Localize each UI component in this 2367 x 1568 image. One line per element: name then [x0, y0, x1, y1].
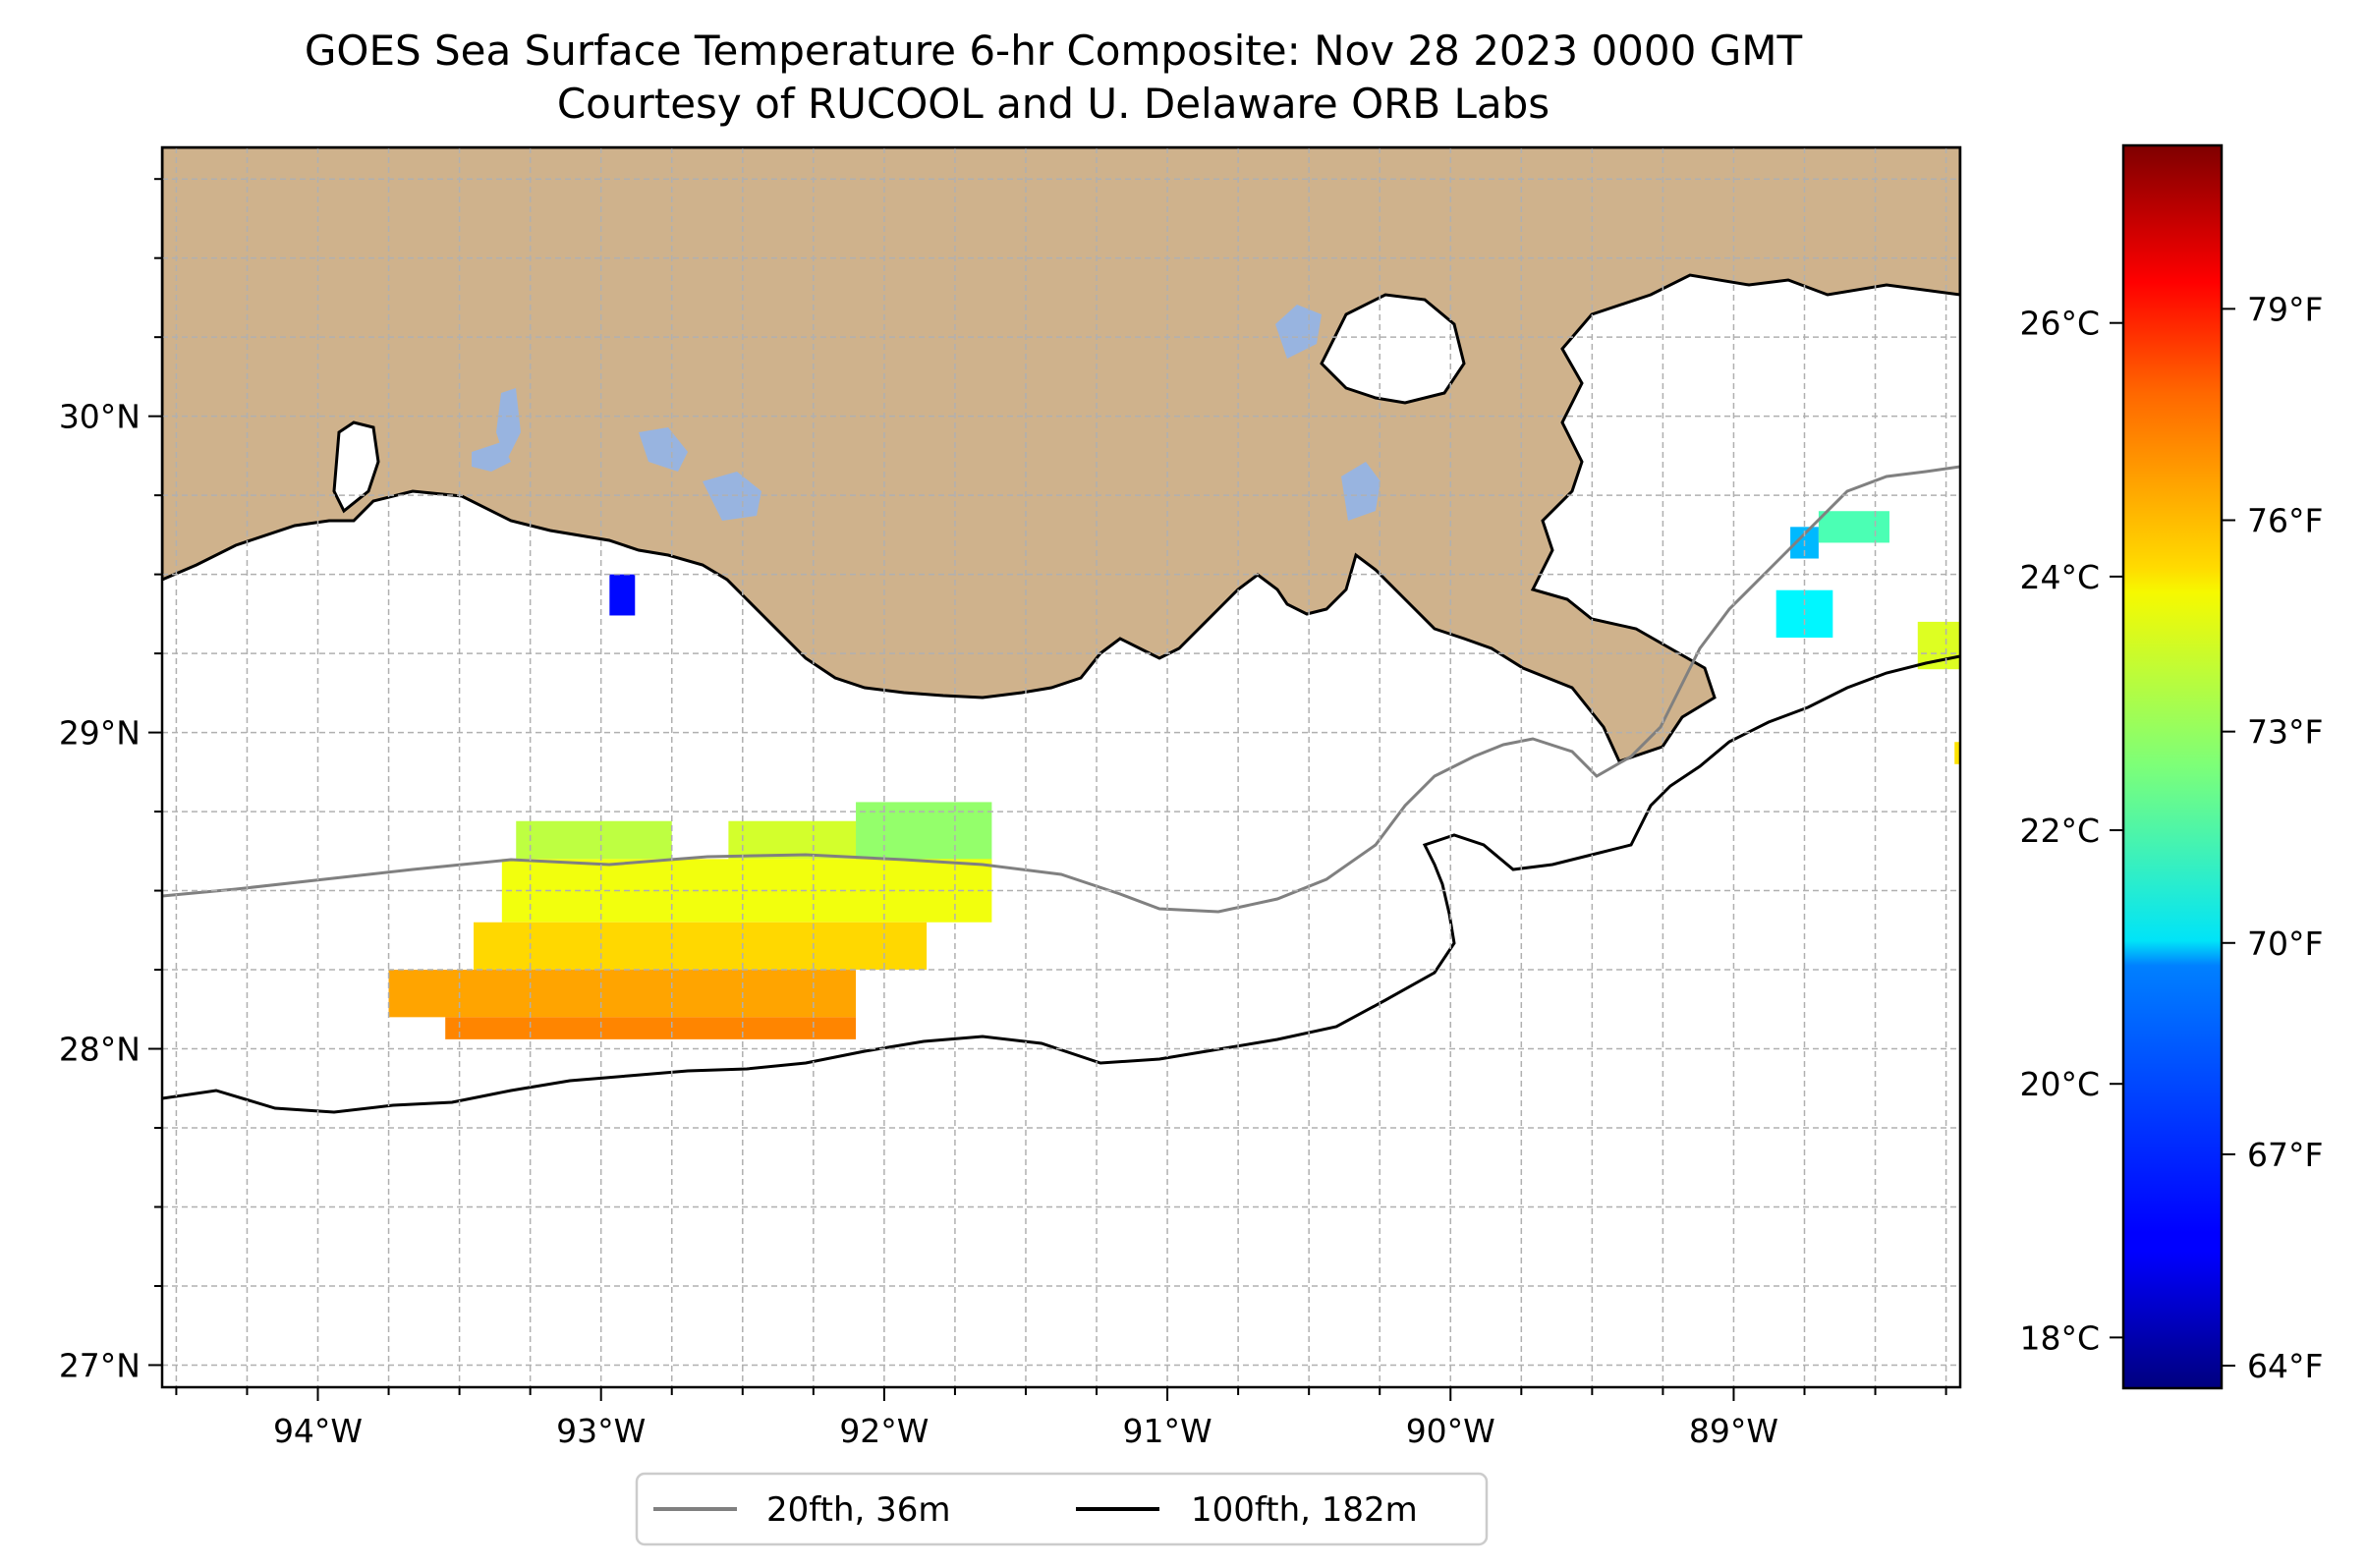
grid [162, 147, 1960, 1387]
lon-tick-label: 94°W [273, 1412, 363, 1450]
colorbar-gradient [2121, 143, 2224, 1390]
lat-tick-label: 29°N [59, 714, 141, 753]
colorbar-celsius-label: 24°C [2019, 558, 2100, 596]
legend-box [635, 1472, 1489, 1546]
land-mass [162, 147, 1960, 763]
legend-label-100fth: 100fth, 182m [1191, 1490, 1418, 1530]
colorbar-fahrenheit-label: 64°F [2247, 1347, 2323, 1385]
sst-patch-7 [445, 1017, 857, 1039]
lake-sabine [332, 420, 380, 514]
colorbar-celsius-label: 20°C [2019, 1065, 2100, 1103]
colorbar-fahrenheit-label: 76°F [2247, 502, 2323, 540]
lat-tick-label: 27°N [59, 1346, 141, 1384]
lat-axis: 27°N 28°N 29°N 30°N [59, 178, 162, 1384]
depth-contours [162, 465, 1960, 1114]
colorbar-fahrenheit-label: 67°F [2247, 1136, 2323, 1174]
colorbar-fahrenheit-label: 70°F [2247, 924, 2323, 963]
sst-patch-12 [1954, 742, 1960, 764]
map-area [162, 147, 1960, 1387]
sst-patch-6 [388, 970, 857, 1018]
map-frame [160, 145, 1962, 1389]
sst-patches [388, 511, 1960, 1039]
contour-20fth [162, 465, 1960, 914]
colorbar-celsius-label: 22°C [2019, 812, 2100, 850]
colorbar-fahrenheit-label: 73°F [2247, 713, 2323, 752]
lon-tick-label: 89°W [1689, 1412, 1778, 1450]
colorbar-celsius-label: 18°C [2019, 1318, 2100, 1357]
inland-lakes [472, 305, 1381, 521]
legend-label-20fth: 20fth, 36m [766, 1490, 951, 1530]
figure-subtitle: Courtesy of RUCOOL and U. Delaware ORB L… [557, 80, 1550, 128]
lake-pontchartrain [1320, 293, 1466, 405]
contour-100fth [162, 654, 1960, 1114]
legend: 20fth, 36m 100fth, 182m [635, 1472, 1489, 1546]
colorbar-fahrenheit-label: 79°F [2247, 290, 2323, 328]
sst-patch-5 [474, 922, 928, 971]
colorbar: 18°C 20°C 22°C 24°C 26°C 64°F 67°F 70°F 73°F 76°… [2019, 143, 2323, 1390]
colorbar-celsius-axis: 18°C 20°C 22°C 24°C 26°C [2019, 305, 2123, 1357]
lon-tick-label: 92°W [839, 1412, 929, 1450]
colorbar-fahrenheit-axis: 64°F 67°F 70°F 73°F 76°F 79°F [2222, 290, 2323, 1385]
figure-title: GOES Sea Surface Temperature 6-hr Compos… [305, 27, 1803, 75]
sst-patch-1 [516, 820, 672, 860]
sst-patch-0 [609, 574, 636, 616]
lon-tick-label: 90°W [1406, 1412, 1495, 1450]
lon-tick-label: 93°W [556, 1412, 646, 1450]
sst-patch-3 [856, 802, 992, 866]
lat-tick-label: 28°N [59, 1031, 141, 1069]
lat-tick-label: 30°N [59, 398, 141, 436]
lon-tick-label: 91°W [1123, 1412, 1212, 1450]
lon-axis: 94°W 93°W 92°W 91°W 90°W 89°W [175, 1387, 1947, 1450]
colorbar-celsius-label: 26°C [2019, 305, 2100, 343]
sst-patch-10 [1818, 511, 1889, 543]
